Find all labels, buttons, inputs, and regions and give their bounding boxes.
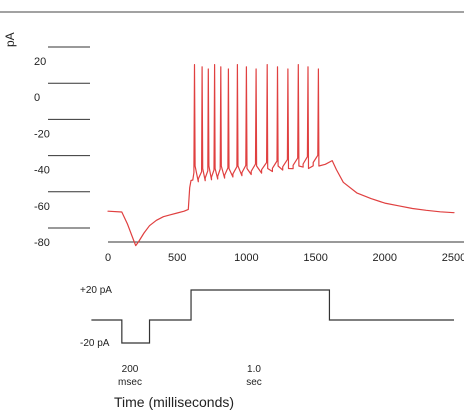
stimulus-minus-label: -20 pA bbox=[80, 338, 110, 349]
main-chart: 20 0 -20 -40 -60 -80 0 500 1000 1500 2000 2500 bbox=[34, 46, 464, 264]
annotation-200-unit: msec bbox=[118, 377, 142, 388]
x-tick-label: 1000 bbox=[234, 252, 258, 264]
x-tick-label: 2000 bbox=[373, 252, 397, 264]
x-axis-label: Time (milliseconds) bbox=[114, 394, 234, 410]
y-tick-label: 0 bbox=[34, 92, 40, 104]
annotation-1-sec-unit: sec bbox=[246, 377, 262, 388]
y-tick-label: -40 bbox=[34, 165, 50, 177]
stimulus-trace-line bbox=[91, 289, 454, 344]
y-axis-label: pA bbox=[3, 32, 17, 47]
recording-trace-line bbox=[107, 63, 455, 247]
y-tick-label: 20 bbox=[34, 56, 46, 68]
y-tick-label: -20 bbox=[34, 128, 50, 140]
stimulus-chart: +20 pA -20 pA 200 msec 1.0 sec bbox=[80, 285, 454, 388]
stimulus-plus-label: +20 pA bbox=[80, 285, 112, 296]
x-tick-label: 0 bbox=[105, 252, 111, 264]
y-tick-label: -80 bbox=[34, 237, 50, 249]
y-tick-label: -60 bbox=[34, 201, 50, 213]
x-tick-label: 500 bbox=[168, 252, 186, 264]
annotation-1-sec-value: 1.0 bbox=[247, 364, 261, 375]
annotation-200-value: 200 bbox=[122, 364, 139, 375]
x-tick-label: 2500 bbox=[442, 252, 464, 264]
x-tick-label: 1500 bbox=[303, 252, 327, 264]
